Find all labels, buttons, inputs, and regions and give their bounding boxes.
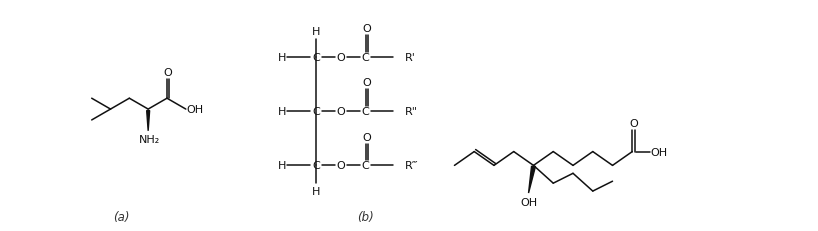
Text: NH₂: NH₂ bbox=[138, 134, 160, 144]
Text: O: O bbox=[336, 161, 345, 171]
Text: (b): (b) bbox=[357, 210, 374, 223]
Text: C: C bbox=[312, 52, 320, 62]
Text: O: O bbox=[629, 119, 638, 128]
Text: O: O bbox=[362, 132, 371, 142]
Text: C: C bbox=[362, 52, 370, 62]
Text: R‴: R‴ bbox=[405, 161, 419, 171]
Polygon shape bbox=[146, 111, 150, 131]
Text: O: O bbox=[362, 78, 371, 88]
Text: OH: OH bbox=[520, 197, 537, 207]
Text: H: H bbox=[278, 161, 287, 171]
Text: (a): (a) bbox=[113, 210, 130, 223]
Text: C: C bbox=[362, 161, 370, 171]
Text: C: C bbox=[312, 161, 320, 171]
Text: O: O bbox=[336, 106, 345, 117]
Text: R': R' bbox=[405, 52, 416, 62]
Text: H: H bbox=[278, 52, 287, 62]
Text: C: C bbox=[362, 106, 370, 117]
Text: H: H bbox=[312, 27, 321, 37]
Text: H: H bbox=[278, 106, 287, 117]
Text: OH: OH bbox=[187, 105, 203, 115]
Text: H: H bbox=[312, 186, 321, 196]
Text: O: O bbox=[336, 52, 345, 62]
Text: R": R" bbox=[405, 106, 418, 117]
Polygon shape bbox=[528, 167, 536, 193]
Text: O: O bbox=[164, 67, 173, 77]
Text: C: C bbox=[312, 106, 320, 117]
Text: O: O bbox=[362, 24, 371, 34]
Text: OH: OH bbox=[650, 147, 667, 157]
